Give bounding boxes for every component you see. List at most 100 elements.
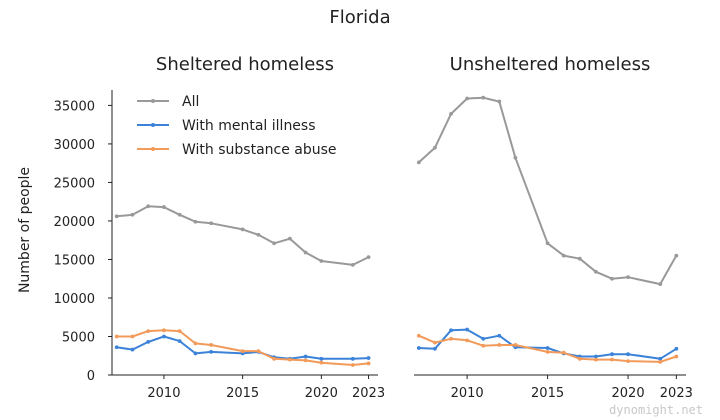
data-point xyxy=(610,357,614,362)
series-line xyxy=(116,205,370,266)
data-point xyxy=(350,363,355,367)
data-point xyxy=(146,329,151,333)
data-point xyxy=(465,327,470,332)
legend-label: All xyxy=(182,94,199,110)
legend-label: With mental illness xyxy=(182,118,316,134)
series-all xyxy=(114,204,371,267)
data-point xyxy=(193,351,198,356)
data-point xyxy=(130,347,135,352)
data-point xyxy=(162,205,166,209)
panels: Sheltered homeless 2010 2015 2020 2023 0 5000 1… xyxy=(54,54,693,401)
y-tick-label: 35000 xyxy=(54,99,95,114)
x-tick-label: 2023 xyxy=(660,386,693,401)
data-point xyxy=(319,259,324,263)
data-point xyxy=(193,341,198,346)
y-tick-label: 10000 xyxy=(54,292,95,307)
data-point xyxy=(209,349,214,354)
series-line xyxy=(116,335,369,360)
x-tick-label: 2010 xyxy=(147,386,180,401)
data-point xyxy=(610,352,614,357)
data-point xyxy=(287,357,292,362)
x-tick-label: 2015 xyxy=(531,386,564,401)
data-point xyxy=(593,354,598,359)
data-point xyxy=(577,256,582,261)
legend: All With mental illness With substance abu… xyxy=(137,94,337,158)
data-point xyxy=(481,95,486,100)
panel-subtitle: Sheltered homeless xyxy=(156,54,334,75)
x-tick-label: 2020 xyxy=(305,386,338,401)
data-point xyxy=(416,346,421,350)
series-with-substance-abuse xyxy=(114,328,371,367)
data-point xyxy=(146,204,151,209)
data-point xyxy=(658,356,663,361)
data-point xyxy=(209,221,214,226)
y-tick-label: 20000 xyxy=(54,215,95,230)
data-point xyxy=(593,357,598,362)
watermark: dynomight.net xyxy=(609,403,703,417)
data-point xyxy=(177,339,182,344)
data-point xyxy=(481,343,486,348)
data-point xyxy=(209,343,214,347)
data-point xyxy=(114,334,119,339)
data-point xyxy=(497,333,502,338)
data-point xyxy=(319,356,324,361)
data-point xyxy=(416,333,421,338)
data-point xyxy=(256,349,261,354)
data-point xyxy=(658,282,663,287)
series-with-mental-illness xyxy=(114,334,371,361)
data-point xyxy=(319,360,324,365)
data-point xyxy=(303,354,308,359)
data-point xyxy=(545,346,550,350)
data-point xyxy=(545,349,550,354)
data-point xyxy=(674,354,679,359)
data-point xyxy=(130,334,135,339)
data-point xyxy=(350,356,355,361)
data-point xyxy=(366,361,371,366)
y-tick-label: 15000 xyxy=(54,253,95,268)
data-point xyxy=(449,328,453,333)
data-point xyxy=(240,349,245,354)
data-point xyxy=(303,358,308,363)
y-tick-label: 5000 xyxy=(62,330,95,345)
data-point xyxy=(287,236,292,241)
series-line xyxy=(418,328,677,360)
data-point xyxy=(303,250,308,255)
data-point xyxy=(626,352,630,357)
data-point xyxy=(162,328,166,333)
y-tick-label: 0 xyxy=(87,369,95,384)
data-point xyxy=(561,253,566,258)
data-point xyxy=(449,336,453,341)
data-point xyxy=(465,338,470,343)
data-point xyxy=(366,356,371,360)
data-point xyxy=(433,346,437,351)
data-point xyxy=(577,356,582,361)
data-point xyxy=(162,334,166,339)
data-point xyxy=(256,232,261,237)
data-point xyxy=(177,329,182,333)
legend-entry: All xyxy=(137,94,199,110)
legend-label: With substance abuse xyxy=(182,142,337,158)
data-point xyxy=(674,346,679,351)
data-point xyxy=(272,241,277,246)
legend-marker xyxy=(151,147,155,151)
x-tick-label: 2023 xyxy=(352,386,385,401)
x-tick-label: 2015 xyxy=(226,386,259,401)
data-point xyxy=(593,269,598,274)
data-point xyxy=(481,336,486,341)
data-point xyxy=(449,111,453,116)
legend-marker xyxy=(151,123,155,127)
data-point xyxy=(114,345,119,350)
panel-subtitle: Unsheltered homeless xyxy=(450,54,651,75)
series-all xyxy=(416,95,679,287)
data-point xyxy=(130,212,135,217)
series-with-substance-abuse xyxy=(416,333,679,364)
y-tick-label: 25000 xyxy=(54,176,95,191)
data-point xyxy=(177,212,182,217)
panel-2: Unsheltered homeless 2010 2015 2020 2023 xyxy=(414,54,693,401)
data-point xyxy=(433,145,437,150)
y-axis-label: Number of people xyxy=(17,167,33,293)
data-point xyxy=(366,255,371,260)
data-point xyxy=(674,253,679,258)
data-point xyxy=(146,339,151,344)
